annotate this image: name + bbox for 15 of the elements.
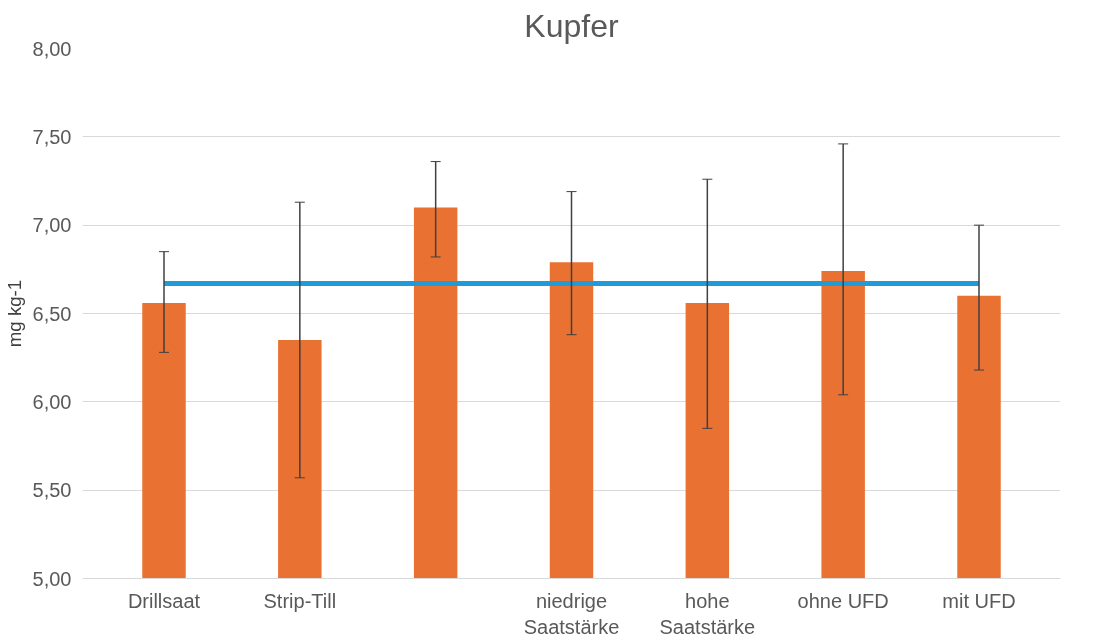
x-tick-label: Drillsaat — [127, 589, 201, 612]
y-axis-title: mg kg-1 — [3, 279, 25, 348]
x-tick-label: mit UFD — [942, 589, 1016, 612]
chart-title: Kupfer — [524, 7, 619, 44]
y-tick-label: 5,00 — [32, 567, 72, 590]
y-tick-label: 8,00 — [32, 37, 72, 60]
y-tick-label: 5,50 — [32, 479, 72, 502]
x-tick-label: ohne UFD — [797, 589, 889, 612]
y-tick-label: 6,00 — [32, 390, 72, 413]
y-tick-label: 7,50 — [32, 125, 72, 148]
x-tick-label: hohe Saatstärke — [659, 589, 756, 638]
y-tick-label: 6,50 — [32, 302, 72, 325]
x-tick-label: Strip-Till — [263, 589, 337, 612]
y-tick-label: 7,00 — [32, 214, 72, 237]
x-tick-label: niedrige Saatstärke — [523, 589, 620, 638]
